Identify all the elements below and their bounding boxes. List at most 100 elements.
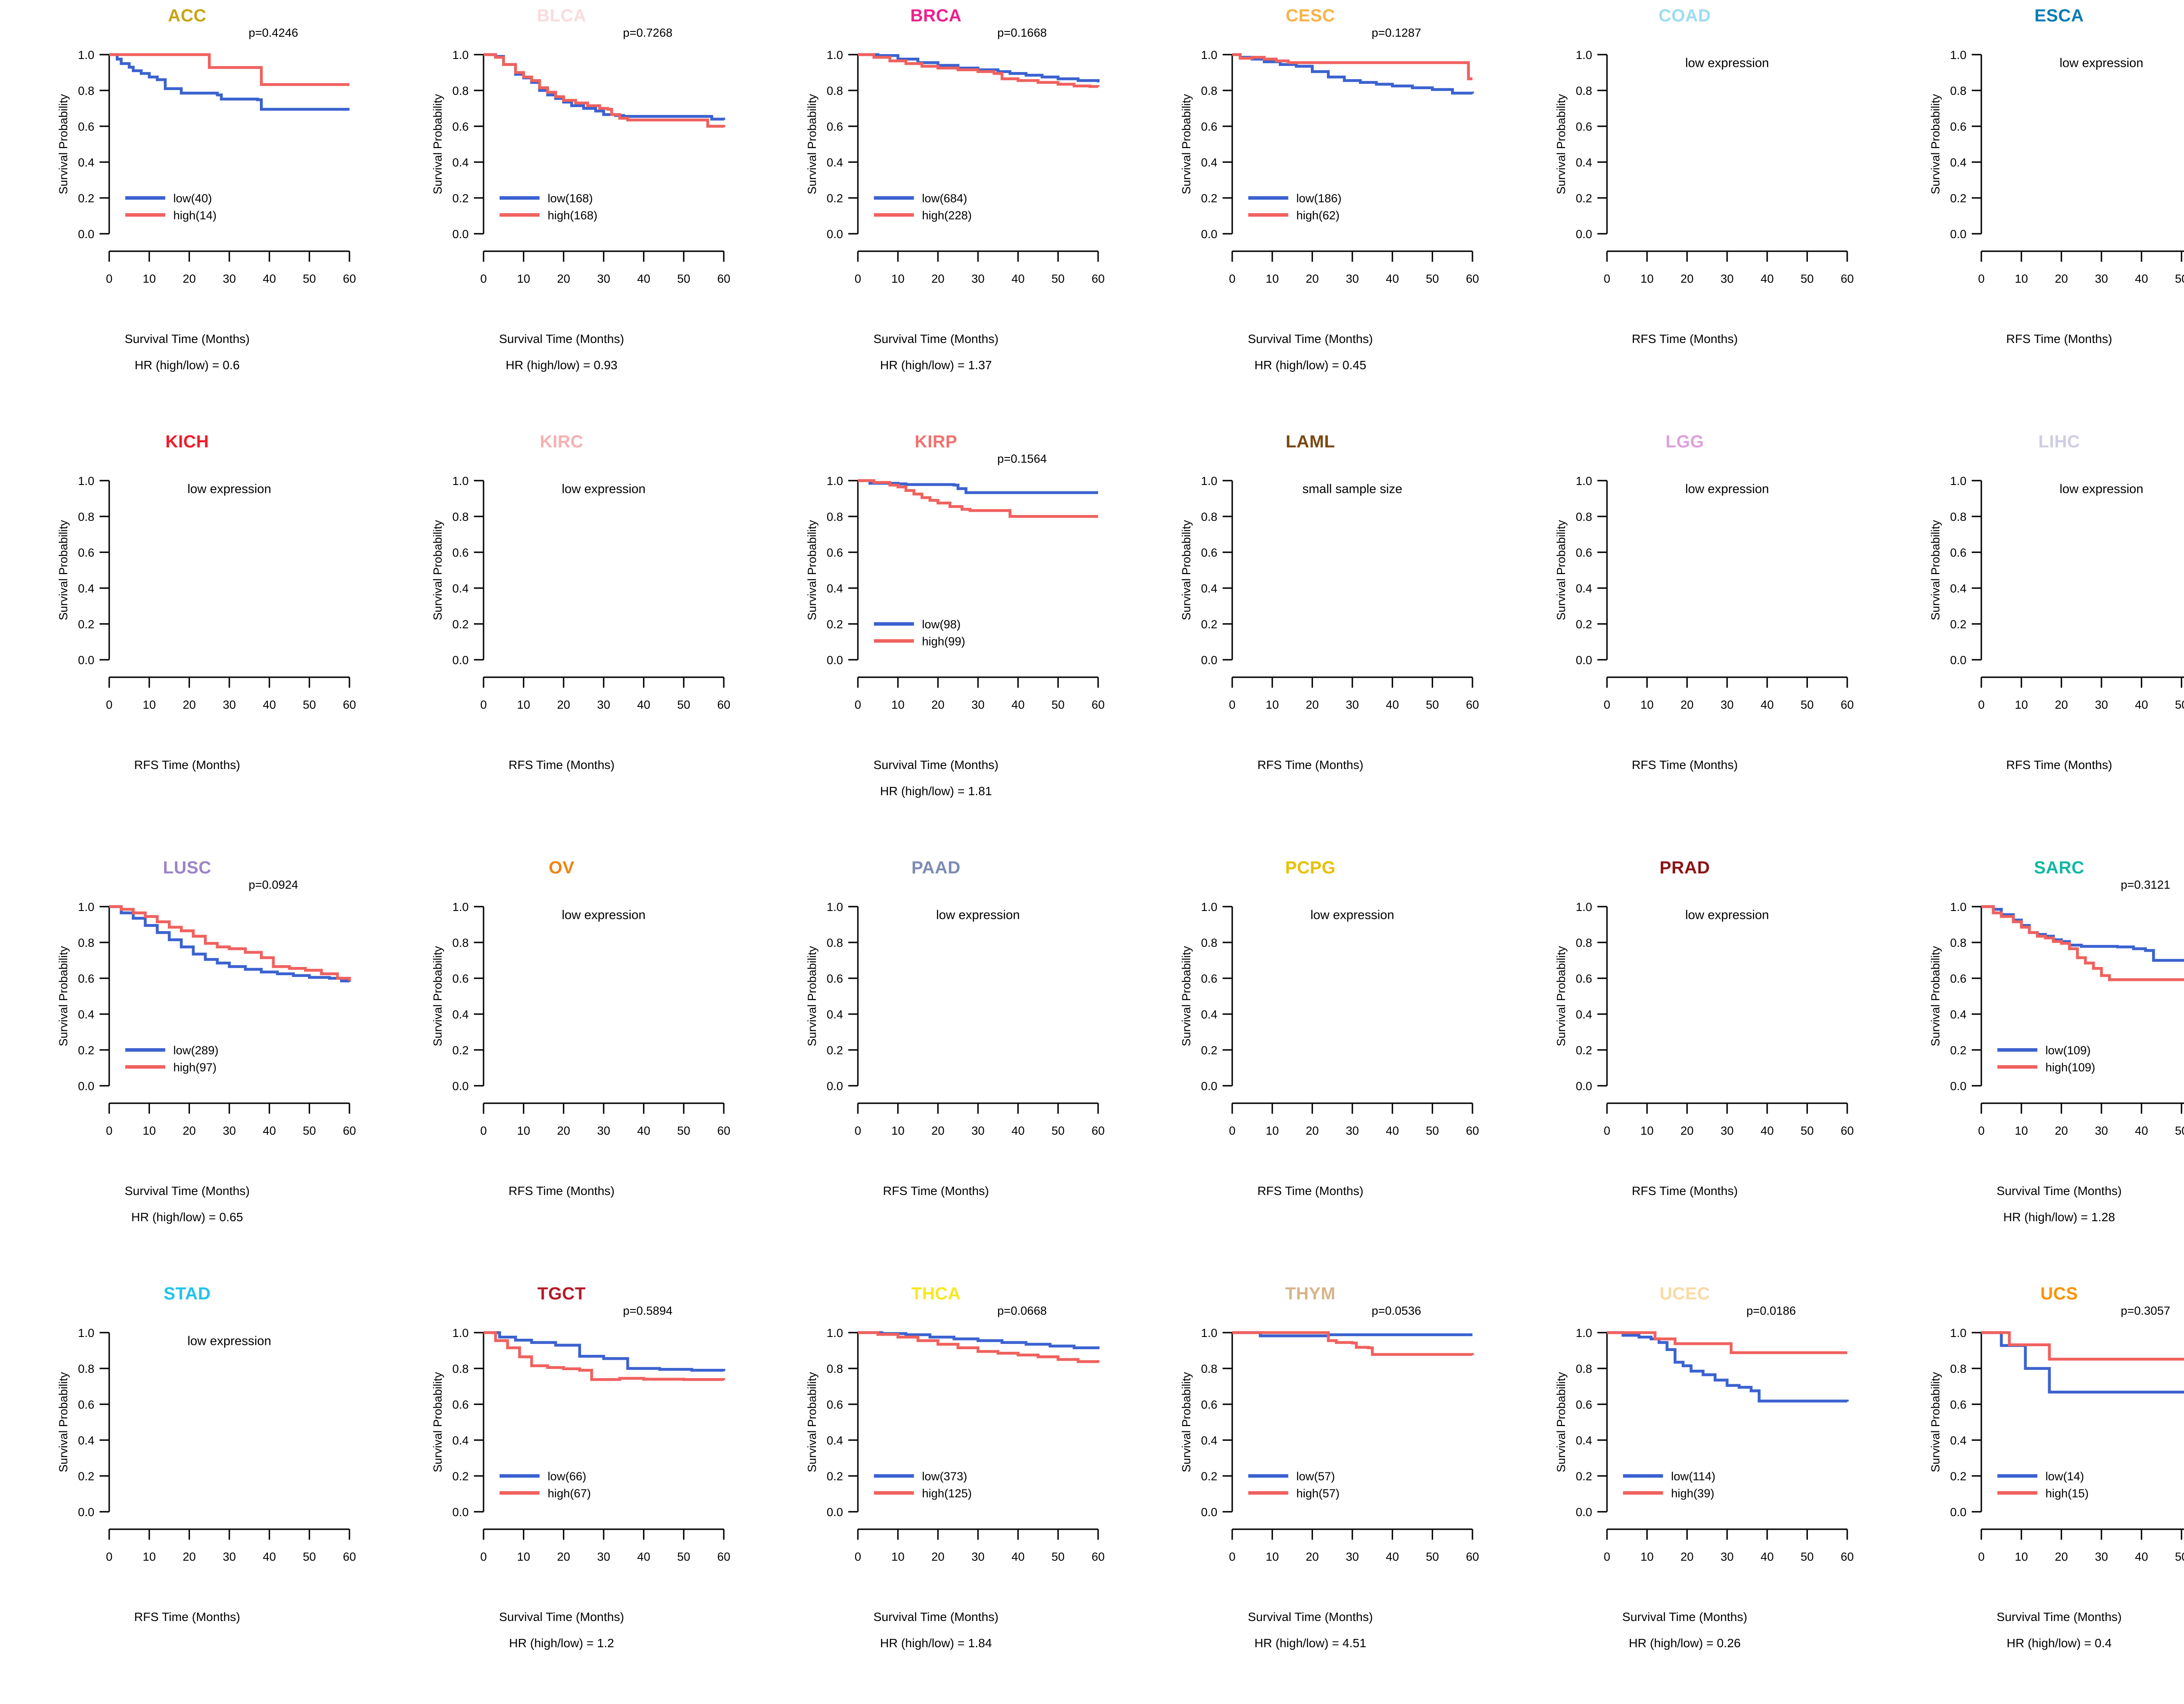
x-tick-label: 0 (106, 1124, 112, 1137)
x-tick-label: 60 (1092, 1124, 1105, 1137)
x-tick-label: 10 (2015, 698, 2028, 711)
x-tick-label: 20 (932, 272, 945, 285)
y-tick-label: 0.2 (1201, 1470, 1218, 1483)
x-tick-label: 10 (892, 1124, 905, 1137)
x-tick-label: 0 (855, 698, 861, 711)
x-tick-label: 60 (343, 698, 356, 711)
y-axis-title: Survival Probability (57, 94, 70, 194)
survival-curve-high (858, 53, 1100, 88)
p-value-label: p=0.0668 (997, 1304, 1047, 1317)
x-tick-label: 60 (1841, 272, 1854, 285)
survival-curve-low (858, 1331, 1100, 1350)
x-tick-label: 50 (2175, 698, 2184, 711)
survival-curve-low (1607, 1331, 1849, 1403)
x-tick-label: 50 (1052, 1550, 1065, 1563)
y-tick-label: 0.8 (1950, 936, 1966, 949)
y-tick-label: 0.2 (827, 1470, 843, 1483)
x-tick-label: 30 (1721, 698, 1734, 711)
x-axis-title: RFS Time (Months) (2006, 758, 2112, 772)
legend-label-high: high(228) (922, 209, 972, 222)
survival-curve-high (484, 53, 726, 128)
y-tick-label: 0.6 (1201, 1398, 1218, 1411)
x-tick-label: 50 (677, 698, 690, 711)
y-tick-label: 0.8 (827, 936, 843, 949)
y-axis-title: Survival Probability (1180, 1372, 1193, 1472)
x-tick-label: 50 (677, 1550, 690, 1563)
y-tick-label: 0.0 (1950, 228, 1966, 241)
x-tick-label: 10 (143, 698, 156, 711)
x-tick-label: 20 (1680, 1124, 1693, 1137)
survival-curve-low (484, 53, 726, 121)
y-tick-label: 0.4 (78, 582, 94, 595)
hazard-ratio-label: HR (high/low) = 0.4 (2006, 1636, 2112, 1650)
x-tick-label: 60 (1466, 698, 1479, 711)
hazard-ratio-label: HR (high/low) = 0.65 (131, 1210, 243, 1224)
legend-label-low: low(40) (173, 192, 212, 205)
panel-title: PCPG (1285, 858, 1336, 877)
survival-curve-high (858, 1331, 1100, 1363)
km-panel-acc: ACC 1.0 0.8 0.6 0.4 0.2 0.0 0 10 20 30 40 50 60 Surviv… (0, 0, 374, 426)
y-tick-label: 0.4 (453, 1008, 469, 1021)
x-tick-label: 60 (717, 698, 730, 711)
y-axis-title: Survival Probability (805, 520, 819, 620)
km-plot: 1.0 0.8 0.6 0.4 0.2 0.0 0 10 20 30 40 50 60 Survival … (1555, 48, 1854, 285)
x-tick-label: 10 (517, 272, 530, 285)
km-panel-stad: STAD 1.0 0.8 0.6 0.4 0.2 0.0 0 10 20 30 40 50 60 Survi… (0, 1278, 374, 1704)
panel-message: low expression (1685, 908, 1769, 922)
y-tick-label: 0.8 (1576, 510, 1592, 523)
survival-curve-high (1981, 1331, 2184, 1361)
x-tick-label: 40 (1012, 698, 1025, 711)
plot-area: 1.0 0.8 0.6 0.4 0.2 0.0 0 10 20 30 40 50 60 Survival … (374, 439, 749, 754)
x-tick-label: 20 (557, 1124, 570, 1137)
x-tick-label: 20 (932, 1124, 945, 1137)
km-panel-laml: LAML 1.0 0.8 0.6 0.4 0.2 0.0 0 10 20 30 40 50 60 Survi… (1123, 426, 1497, 852)
x-tick-label: 40 (1386, 272, 1399, 285)
y-tick-label: 0.4 (453, 1434, 469, 1447)
panel-message: low expression (2060, 482, 2143, 496)
plot-area: 1.0 0.8 0.6 0.4 0.2 0.0 0 10 20 30 40 50 60 Survival … (0, 1291, 374, 1606)
y-tick-label: 0.6 (1201, 120, 1218, 133)
y-tick-label: 0.0 (827, 654, 843, 667)
legend-label-low: low(98) (922, 618, 961, 631)
km-panel-cesc: CESC 1.0 0.8 0.6 0.4 0.2 0.0 0 10 20 30 40 50 60 Survi… (1123, 0, 1497, 426)
x-tick-label: 20 (183, 272, 196, 285)
y-tick-label: 0.2 (1201, 618, 1218, 631)
y-axis-title: Survival Probability (1929, 1372, 1942, 1472)
y-tick-label: 0.2 (1201, 192, 1218, 205)
y-tick-label: 0.6 (1950, 972, 1966, 985)
survival-curve-high (484, 1331, 726, 1381)
x-tick-label: 60 (1841, 698, 1854, 711)
legend-label-high: high(14) (173, 209, 217, 222)
y-tick-label: 0.0 (78, 654, 94, 667)
y-tick-label: 1.0 (1950, 1326, 1966, 1340)
x-tick-label: 0 (855, 1124, 861, 1137)
x-tick-label: 40 (1386, 1550, 1399, 1563)
plot-area: 1.0 0.8 0.6 0.4 0.2 0.0 0 10 20 30 40 50 60 Survival … (374, 1291, 749, 1606)
plot-area: 1.0 0.8 0.6 0.4 0.2 0.0 0 10 20 30 40 50 60 Survival … (0, 13, 374, 328)
km-panel-lusc: LUSC 1.0 0.8 0.6 0.4 0.2 0.0 0 10 20 30 40 50 60 Survi… (0, 852, 374, 1278)
km-panel-sarc: SARC1.00.80.60.40.20.00102030405060Survi… (1872, 852, 2184, 1278)
panel-title: LGG (1665, 432, 1704, 451)
km-plot: 1.0 0.8 0.6 0.4 0.2 0.0 0 10 20 30 40 50 60 Survival … (57, 878, 356, 1137)
y-tick-label: 0.8 (1576, 1362, 1592, 1375)
y-tick-label: 0.2 (1576, 192, 1592, 205)
km-panel-thym: THYM 1.0 0.8 0.6 0.4 0.2 0.0 0 10 20 30 40 50 60 Survi… (1123, 1278, 1497, 1704)
x-tick-label: 40 (2135, 272, 2148, 285)
y-tick-label: 0.8 (827, 510, 843, 523)
x-axis-title: RFS Time (Months) (1631, 758, 1738, 772)
km-panel-ucec: UCEC 1.0 0.8 0.6 0.4 0.2 0.0 0 10 20 30 40 50 60 Survi… (1498, 1278, 1872, 1704)
x-tick-label: 30 (223, 698, 236, 711)
x-tick-label: 50 (1426, 1124, 1439, 1137)
y-tick-label: 1.0 (78, 474, 94, 488)
km-plot: 1.0 0.8 0.6 0.4 0.2 0.0 0 10 20 30 40 50 60 Survival … (805, 452, 1105, 711)
panel-message: small sample size (1303, 482, 1403, 496)
y-tick-label: 0.2 (1201, 1044, 1218, 1057)
legend-label-high: high(57) (1296, 1487, 1340, 1500)
y-tick-label: 0.4 (1201, 156, 1218, 169)
x-tick-label: 0 (106, 272, 112, 285)
p-value-label: p=0.0536 (1372, 1304, 1421, 1317)
y-tick-label: 0.8 (453, 510, 469, 523)
y-tick-label: 0.4 (78, 156, 94, 169)
panel-title: COAD (1659, 6, 1711, 25)
survival-curve-high (1232, 1331, 1474, 1356)
